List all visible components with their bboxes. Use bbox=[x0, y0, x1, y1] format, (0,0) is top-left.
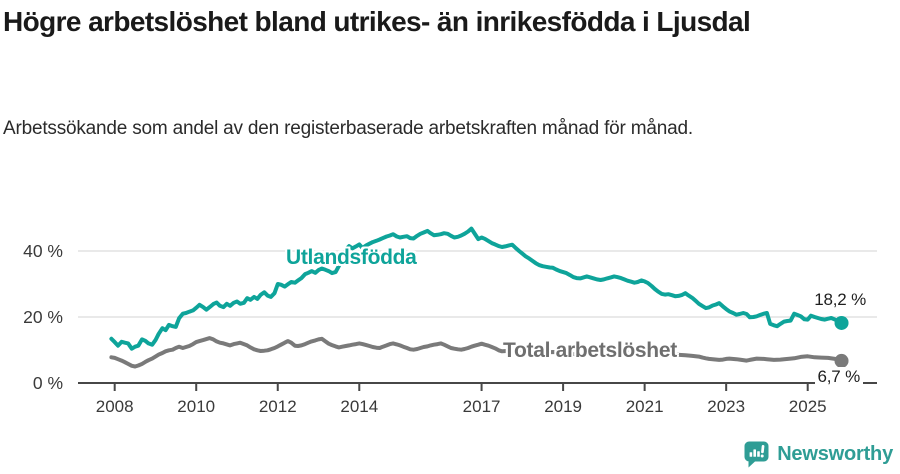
x-tick-label: 2008 bbox=[96, 397, 134, 416]
end-value-label-total: 6,7 % bbox=[814, 367, 863, 387]
x-tick-label: 2017 bbox=[463, 397, 501, 416]
x-tick-label: 2012 bbox=[259, 397, 297, 416]
end-dot-utlandsfodda bbox=[834, 315, 849, 330]
end-dot-total bbox=[834, 353, 849, 368]
chart-header: Högre arbetslöshet bland utrikes- än inr… bbox=[3, 3, 883, 40]
brand-name: Newsworthy bbox=[777, 443, 893, 465]
series-line-total bbox=[109, 336, 844, 369]
logo-exclamation bbox=[761, 445, 765, 454]
x-tick-label: 2025 bbox=[789, 397, 827, 416]
page-title: Högre arbetslöshet bland utrikes- än inr… bbox=[3, 6, 751, 37]
series-label-utlandsfodda: Utlandsfödda bbox=[286, 246, 417, 269]
x-tick-label: 2010 bbox=[177, 397, 215, 416]
logo-bar-1 bbox=[749, 452, 753, 457]
series-line-utlandsfodda bbox=[109, 226, 844, 351]
logo-exclamation-dot bbox=[760, 454, 764, 458]
x-tick-label: 2019 bbox=[544, 397, 582, 416]
line-chart: 2008 2010 2012 2014 2017 2019 2021 2023 2025 0 % 2… bbox=[0, 215, 900, 430]
logo-bar-2 bbox=[753, 449, 757, 457]
end-value-label-utlandsfodda: 18,2 % bbox=[814, 290, 866, 309]
x-tick-label: 2023 bbox=[707, 397, 745, 416]
y-tick-label: 20 % bbox=[23, 307, 63, 327]
chart-subtitle: Arbetssökande som andel av den registerb… bbox=[3, 118, 693, 139]
logo-bar-3 bbox=[757, 451, 760, 457]
newsworthy-logo-icon bbox=[744, 441, 769, 468]
plot-canvas: 2008 2010 2012 2014 2017 2019 2021 2023 2025 0 % 2… bbox=[23, 226, 877, 416]
series-label-total-arbetsloshet: Total arbetslöshet bbox=[503, 339, 677, 362]
x-tick-label: 2021 bbox=[626, 397, 664, 416]
newsworthy-logo[interactable]: Newsworthy bbox=[743, 440, 893, 469]
y-tick-label: 40 % bbox=[23, 241, 63, 261]
x-tick-label: 2014 bbox=[340, 397, 378, 416]
y-tick-label: 0 % bbox=[33, 373, 63, 393]
